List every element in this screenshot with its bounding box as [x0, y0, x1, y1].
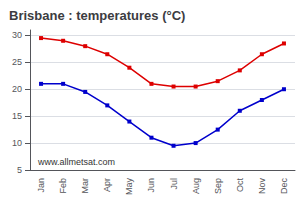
svg-text:www.allmetsat.com: www.allmetsat.com — [37, 157, 115, 167]
svg-text:Brisbane : temperatures (°C): Brisbane : temperatures (°C) — [9, 8, 185, 23]
svg-text:Dec: Dec — [279, 178, 289, 195]
svg-text:15: 15 — [12, 111, 22, 121]
svg-text:10: 10 — [12, 138, 22, 148]
svg-text:25: 25 — [12, 57, 22, 67]
svg-text:Feb: Feb — [58, 178, 68, 194]
svg-text:30: 30 — [12, 30, 22, 40]
svg-text:Jan: Jan — [36, 178, 46, 193]
svg-text:Sep: Sep — [213, 178, 223, 194]
svg-text:Mar: Mar — [80, 178, 90, 194]
svg-text:20: 20 — [12, 84, 22, 94]
svg-text:Apr: Apr — [102, 178, 112, 192]
svg-text:Nov: Nov — [257, 178, 267, 195]
svg-text:Oct: Oct — [235, 178, 245, 193]
svg-text:Jul: Jul — [169, 178, 179, 190]
svg-text:Aug: Aug — [191, 178, 201, 194]
svg-text:Jun: Jun — [146, 178, 156, 193]
svg-text:5: 5 — [17, 165, 22, 175]
svg-text:May: May — [124, 178, 134, 196]
